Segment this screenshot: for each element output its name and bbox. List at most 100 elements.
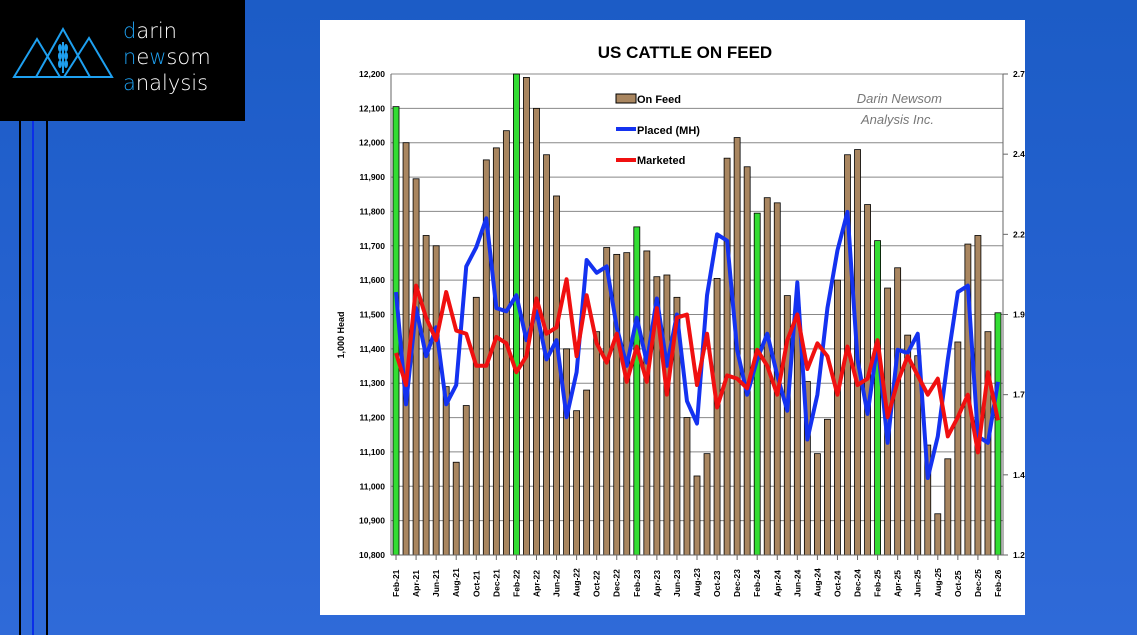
legend-label-placed: Placed (MH) — [637, 125, 700, 137]
bar-oct-24 — [834, 279, 841, 556]
y-tick-label: 11,200 — [359, 413, 385, 423]
bar-apr-22 — [533, 107, 540, 556]
x-tick-label: Oct-21 — [471, 570, 481, 597]
x-tick-label: Jun-22 — [552, 569, 562, 597]
cattle-on-feed-chart: US CATTLE ON FEED 1,000 Head Darin Newso… — [336, 43, 1030, 597]
bar-aug-22 — [573, 410, 581, 556]
bar-aug-21 — [452, 461, 460, 556]
decorative-line — [19, 121, 21, 635]
y-tick-label: 12,000 — [359, 138, 385, 148]
watermark-line-1: Darin Newsom — [857, 91, 942, 106]
bar-feb-25 — [874, 240, 881, 556]
logo-text-newsom: newsom — [123, 45, 211, 69]
y-axis-label: 1,000 Head — [336, 311, 346, 358]
x-tick-label: Aug-22 — [572, 568, 582, 597]
x-tick-label: Jun-24 — [792, 569, 802, 597]
bar-dec-21 — [492, 147, 500, 556]
bar-sep-22 — [583, 389, 591, 556]
bar-apr-25 — [894, 267, 902, 556]
y-tick-label: 11,700 — [359, 241, 385, 251]
y2-tick-label: 2.2 — [1013, 229, 1025, 239]
x-tick-label: Apr-22 — [531, 570, 541, 597]
decorative-line — [32, 121, 34, 635]
bar-nov-22 — [603, 247, 611, 556]
x-tick-label: Aug-25 — [933, 568, 943, 597]
x-tick-label: Feb-24 — [752, 569, 762, 597]
y-tick-label: 11,000 — [359, 481, 385, 491]
bar-mar-22 — [523, 77, 530, 556]
y2-tick-label: 1.95 — [1013, 310, 1025, 320]
bar-aug-24 — [813, 453, 821, 556]
bar-mar-23 — [643, 250, 651, 556]
bar-jul-23 — [683, 417, 691, 556]
x-tick-label: Aug-24 — [812, 568, 822, 597]
legend: On Feed Placed (MH) Marketed — [615, 93, 700, 167]
bar-feb-23 — [633, 226, 641, 556]
x-tick-label: Apr-23 — [652, 570, 662, 597]
bar-nov-23 — [723, 157, 731, 556]
bar-apr-21 — [412, 178, 420, 556]
x-tick-label: Aug-23 — [692, 568, 702, 597]
bar-oct-22 — [593, 331, 601, 556]
legend-label-marketed: Marketed — [637, 155, 685, 167]
y-tick-label: 11,300 — [359, 378, 385, 388]
x-tick-label: Dec-25 — [973, 569, 983, 597]
x-tick-label: Apr-25 — [893, 570, 903, 597]
bar-jun-22 — [553, 195, 560, 556]
bar-jan-24 — [743, 166, 751, 556]
x-tick-label: Dec-23 — [732, 569, 742, 597]
legend-label-on-feed: On Feed — [637, 94, 681, 106]
bar-dec-22 — [613, 253, 621, 556]
bar-may-21 — [422, 235, 430, 556]
y-tick-label: 11,900 — [359, 172, 385, 182]
x-tick-label: Feb-21 — [391, 569, 401, 597]
y-tick-label: 11,400 — [359, 344, 385, 354]
bar-may-25 — [904, 334, 912, 556]
company-logo: darin newsom analysis — [0, 0, 245, 121]
y-tick-label: 11,100 — [359, 447, 385, 457]
y2-tick-label: 1.45 — [1013, 470, 1025, 480]
y-tick-label: 11,800 — [359, 206, 385, 216]
y-tick-label: 11,600 — [359, 275, 385, 285]
y2-tick-label: 1.2 — [1013, 550, 1025, 560]
x-tick-label: Jun-23 — [672, 569, 682, 597]
logo-text-analysis: analysis — [123, 71, 209, 95]
y-tick-label: 11,500 — [359, 310, 385, 320]
x-tick-label: Oct-23 — [712, 570, 722, 597]
bar-oct-23 — [713, 278, 721, 556]
x-tick-label: Feb-23 — [632, 569, 642, 597]
x-tick-label: Aug-21 — [451, 568, 461, 597]
x-tick-label: Feb-26 — [993, 569, 1003, 597]
chart-panel: US CATTLE ON FEED 1,000 Head Darin Newso… — [320, 20, 1030, 615]
y2-tick-label: 2.45 — [1013, 149, 1025, 159]
x-tick-label: Jun-25 — [913, 569, 923, 597]
logo-text-darin: darin — [123, 19, 177, 43]
bar-oct-21 — [472, 296, 480, 556]
bar-feb-24 — [753, 212, 761, 556]
bar-feb-26 — [994, 312, 1002, 556]
bar-sep-24 — [824, 418, 831, 556]
bar-jan-23 — [623, 252, 631, 556]
y-tick-label: 10,800 — [359, 550, 385, 560]
bar-feb-22 — [513, 73, 520, 556]
x-tick-label: Oct-24 — [832, 570, 842, 597]
x-tick-label: Jun-21 — [431, 569, 441, 597]
chart-title: US CATTLE ON FEED — [598, 43, 772, 62]
bar-jul-22 — [563, 348, 570, 556]
bar-sep-21 — [462, 405, 470, 556]
bar-may-23 — [663, 274, 671, 556]
bar-sep-25 — [944, 458, 952, 556]
bar-sep-23 — [703, 453, 711, 556]
y-tick-label: 10,900 — [359, 516, 385, 526]
x-tick-label: Feb-22 — [511, 569, 521, 597]
y2-tick-label: 1.7 — [1013, 390, 1025, 400]
bar-aug-25 — [934, 513, 942, 556]
y-tick-label: 12,100 — [359, 103, 385, 113]
x-tick-label: Apr-24 — [772, 570, 782, 597]
bar-oct-25 — [954, 341, 962, 556]
x-tick-label: Dec-21 — [491, 569, 501, 597]
bar-jul-21 — [442, 386, 450, 556]
x-tick-label: Dec-22 — [612, 569, 622, 597]
y2-tick-label: 2.7 — [1013, 69, 1025, 79]
watermark-line-2: Analysis Inc. — [860, 112, 934, 127]
